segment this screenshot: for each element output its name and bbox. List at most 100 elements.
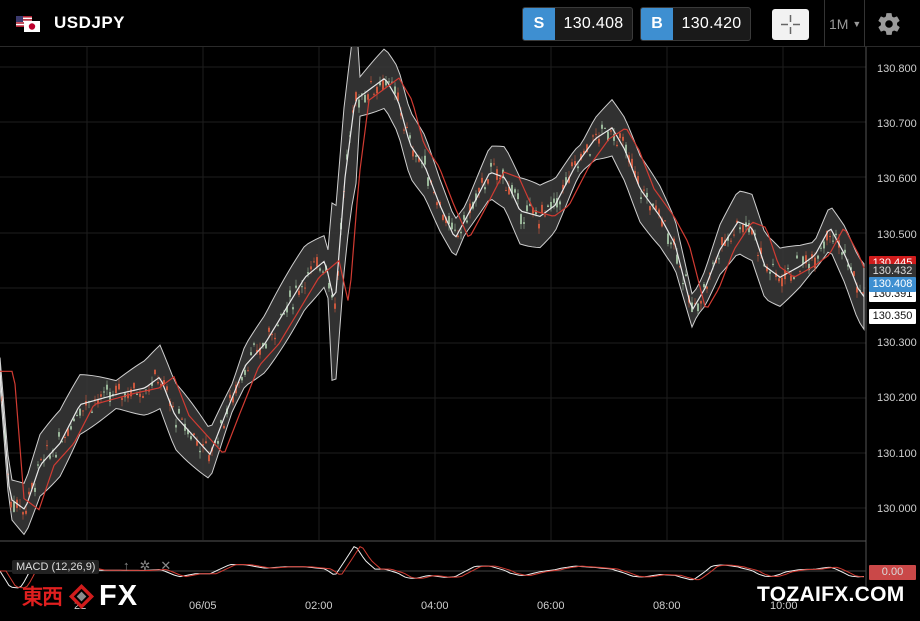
candle-body bbox=[559, 201, 561, 205]
gear-icon[interactable] bbox=[876, 11, 902, 37]
candle-body bbox=[319, 268, 321, 271]
candle-body bbox=[433, 192, 435, 194]
candle-body bbox=[358, 99, 360, 108]
chart-grid bbox=[0, 47, 867, 590]
candle-body bbox=[295, 285, 297, 288]
gear-icon[interactable]: ✲ bbox=[139, 558, 151, 573]
candle-body bbox=[805, 255, 807, 264]
macd-signal-line bbox=[0, 545, 865, 589]
candle-body bbox=[124, 393, 126, 398]
candle-body bbox=[781, 277, 783, 287]
candle-body bbox=[613, 134, 615, 141]
candle-body bbox=[265, 343, 267, 349]
candle-body bbox=[625, 144, 627, 154]
timeframe-label: 1M bbox=[829, 16, 849, 32]
candle-body bbox=[589, 154, 591, 156]
candle-body bbox=[454, 229, 456, 231]
candle-body bbox=[610, 130, 612, 132]
candle-body bbox=[727, 236, 729, 241]
candle-body bbox=[511, 185, 513, 194]
candle-body bbox=[10, 501, 12, 508]
candle-body bbox=[529, 203, 531, 206]
candle-body bbox=[388, 81, 390, 83]
candle-body bbox=[622, 136, 624, 141]
candle-body bbox=[346, 154, 348, 160]
sell-button[interactable]: S 130.408 bbox=[522, 7, 633, 41]
buy-button[interactable]: B 130.420 bbox=[640, 7, 751, 41]
candle-body bbox=[757, 255, 759, 257]
arrow-up-icon[interactable]: ↑ bbox=[123, 558, 130, 573]
candle-body bbox=[175, 424, 177, 428]
candle-body bbox=[73, 418, 75, 422]
candle-body bbox=[676, 254, 678, 264]
candle-body bbox=[460, 231, 462, 234]
site-watermark: TOZAIFX.COM bbox=[757, 583, 905, 606]
candle-body bbox=[151, 382, 153, 386]
candle-body bbox=[238, 382, 240, 384]
timeframe-selector[interactable]: 1M ▼ bbox=[829, 16, 861, 32]
candle-body bbox=[301, 286, 303, 288]
candle-body bbox=[763, 264, 765, 266]
candle-body bbox=[550, 201, 552, 208]
candle-body bbox=[322, 271, 324, 273]
candle-body bbox=[562, 184, 564, 190]
candle-body bbox=[709, 272, 711, 275]
candle-body bbox=[568, 176, 570, 183]
chart-header: USDJPY S 130.408 B 130.420 1M ▼ bbox=[0, 0, 920, 47]
candle-body bbox=[766, 266, 768, 272]
candle-body bbox=[289, 290, 291, 297]
tozai-fx-logo: 東西 FX bbox=[22, 579, 138, 613]
candle-body bbox=[397, 92, 399, 101]
symbol-name[interactable]: USDJPY bbox=[54, 13, 126, 32]
candle-body bbox=[520, 214, 522, 225]
candle-body bbox=[481, 177, 483, 183]
candle-body bbox=[592, 135, 594, 137]
candle-body bbox=[553, 198, 555, 203]
candle-body bbox=[400, 112, 402, 116]
candle-body bbox=[157, 381, 159, 384]
price-tag-dark: 130.432 bbox=[869, 264, 916, 279]
candle-body bbox=[97, 399, 99, 404]
candle-body bbox=[832, 240, 834, 242]
candle-body bbox=[466, 220, 468, 223]
candle-body bbox=[274, 337, 276, 340]
crosshair-button[interactable] bbox=[772, 9, 809, 40]
candle-body bbox=[517, 193, 519, 200]
candle-body bbox=[28, 491, 30, 495]
candle-body bbox=[490, 162, 492, 167]
candle-body bbox=[139, 393, 141, 397]
candle-body bbox=[841, 252, 843, 255]
price-tag-white-low: 130.350 bbox=[869, 309, 916, 324]
close-icon[interactable]: ✕ bbox=[160, 558, 172, 573]
candle-body bbox=[706, 286, 708, 289]
candle-body bbox=[655, 205, 657, 210]
candle-body bbox=[142, 395, 144, 398]
price-axis-label: 130.300 bbox=[877, 337, 917, 349]
candle-body bbox=[820, 247, 822, 249]
candle-body bbox=[823, 241, 825, 249]
candle-body bbox=[475, 193, 477, 201]
candle-body bbox=[718, 258, 720, 260]
macd-value-tag: 0.00 bbox=[869, 565, 916, 580]
candle-body bbox=[280, 314, 282, 316]
macd-indicator-label[interactable]: MACD (12,26,9) bbox=[12, 560, 100, 574]
candle-body bbox=[25, 510, 27, 514]
candle-body bbox=[22, 512, 24, 515]
time-axis-label: 08:00 bbox=[653, 600, 681, 612]
candle-body bbox=[463, 215, 465, 220]
price-axis-label: 130.800 bbox=[877, 63, 917, 75]
candle-body bbox=[391, 81, 393, 83]
header-divider bbox=[864, 0, 865, 47]
candle-body bbox=[223, 425, 225, 429]
candle-body bbox=[250, 352, 252, 356]
candle-body bbox=[325, 265, 327, 273]
candle-body bbox=[205, 441, 207, 444]
logo-kanji: 東西 bbox=[22, 585, 63, 609]
candle-body bbox=[787, 268, 789, 270]
candle-body bbox=[556, 198, 558, 208]
candle-body bbox=[82, 410, 84, 412]
candle-body bbox=[229, 394, 231, 399]
indicator-controls: ↑ ✲ ✕ bbox=[123, 558, 171, 574]
candle-body bbox=[370, 81, 372, 83]
price-chart[interactable]: 130.800 130.700 130.600 130.500 130.300 … bbox=[0, 47, 920, 621]
